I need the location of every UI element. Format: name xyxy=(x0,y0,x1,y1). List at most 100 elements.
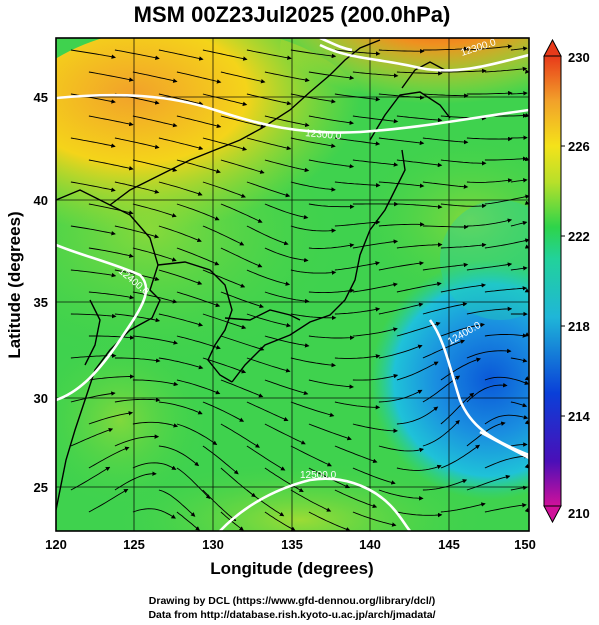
streamline xyxy=(220,71,266,84)
streamline xyxy=(290,489,332,512)
streamline xyxy=(202,445,239,475)
streamline xyxy=(440,502,486,513)
graticule xyxy=(56,38,529,531)
streamline xyxy=(202,489,237,522)
lon-tick-150: 150 xyxy=(514,537,536,552)
streamline xyxy=(378,137,425,146)
streamline xyxy=(378,222,425,227)
streamline xyxy=(308,115,354,125)
streamline xyxy=(440,357,481,381)
streamline xyxy=(88,115,134,127)
streamline xyxy=(396,361,439,381)
streamline xyxy=(440,322,485,337)
streamline xyxy=(246,489,285,517)
streamline xyxy=(484,454,529,469)
streamline xyxy=(466,262,513,271)
streamline xyxy=(158,225,202,243)
streamline xyxy=(158,357,204,370)
streamline xyxy=(396,115,443,123)
colorbar-lower-triangle xyxy=(543,505,562,524)
streamline xyxy=(88,446,130,469)
streamline xyxy=(378,261,424,271)
streamline xyxy=(290,181,336,192)
streamline xyxy=(290,401,335,417)
streamline xyxy=(466,178,513,183)
streamline xyxy=(422,137,469,145)
streamline xyxy=(290,313,337,321)
streamline xyxy=(308,379,354,389)
streamline xyxy=(88,374,135,381)
streamline xyxy=(220,159,265,174)
streamline xyxy=(352,282,398,293)
streamline xyxy=(246,313,291,328)
streamline xyxy=(396,511,443,518)
streamline xyxy=(352,467,396,485)
streamline xyxy=(158,93,204,106)
streamline xyxy=(158,489,196,517)
streamline xyxy=(70,466,111,491)
colorbar-tick-214: 214 xyxy=(568,409,590,424)
streamline xyxy=(484,156,528,161)
coastlines xyxy=(56,39,451,511)
streamline xyxy=(246,49,292,60)
streamline xyxy=(88,203,134,215)
streamline xyxy=(510,91,528,96)
streamline xyxy=(202,357,247,374)
streamline xyxy=(510,46,528,51)
streamline xyxy=(176,247,220,266)
streamline xyxy=(352,159,399,167)
streamline xyxy=(88,488,129,513)
streamline xyxy=(88,159,134,171)
streamline xyxy=(158,137,204,151)
streamline xyxy=(246,181,291,198)
streamline xyxy=(396,159,443,168)
streamline xyxy=(466,218,513,227)
lon-tick-135: 135 xyxy=(281,537,303,552)
streamline xyxy=(246,225,289,246)
streamline xyxy=(246,357,291,373)
lat-tick-40: 40 xyxy=(34,193,48,208)
streamline xyxy=(396,281,442,293)
streamline xyxy=(202,93,248,106)
streamline xyxy=(440,203,487,209)
streamline xyxy=(220,423,260,448)
streamline xyxy=(132,115,178,128)
streamline xyxy=(70,269,117,278)
lat-tick-25: 25 xyxy=(34,480,48,495)
streamline xyxy=(396,406,439,425)
streamline xyxy=(290,357,336,368)
streamline xyxy=(202,313,247,330)
streamline xyxy=(220,379,264,398)
streamline xyxy=(466,90,513,96)
streamline xyxy=(510,266,528,271)
credit-drawing: Drawing by DCL (https://www.gfd-dennou.o… xyxy=(149,595,435,607)
streamline xyxy=(308,203,355,209)
streamline xyxy=(246,269,291,286)
streamline xyxy=(352,511,397,527)
streamline xyxy=(264,291,310,304)
streamline xyxy=(308,511,351,531)
colorbar-ramp xyxy=(543,55,562,507)
streamline xyxy=(334,49,381,56)
streamline xyxy=(158,313,204,327)
streamline xyxy=(352,71,399,78)
streamline xyxy=(334,220,381,227)
streamline xyxy=(114,434,160,447)
streamline xyxy=(202,181,246,198)
streamline xyxy=(290,49,337,59)
streamline xyxy=(202,269,246,288)
colorbar-tick-226: 226 xyxy=(568,139,590,154)
streamline xyxy=(510,485,528,491)
streamline xyxy=(264,247,309,263)
streamline xyxy=(176,467,211,500)
colorbar-tick-218: 218 xyxy=(568,319,590,334)
streamline xyxy=(158,181,203,196)
streamline xyxy=(220,247,263,268)
map-plot-area: 12300.0 12300.0 12400.0 12400.0 12500.0 xyxy=(56,38,529,531)
streamline xyxy=(246,93,292,106)
streamline xyxy=(396,203,443,210)
streamline xyxy=(422,224,469,230)
streamline xyxy=(484,194,529,205)
streamline xyxy=(308,159,355,169)
